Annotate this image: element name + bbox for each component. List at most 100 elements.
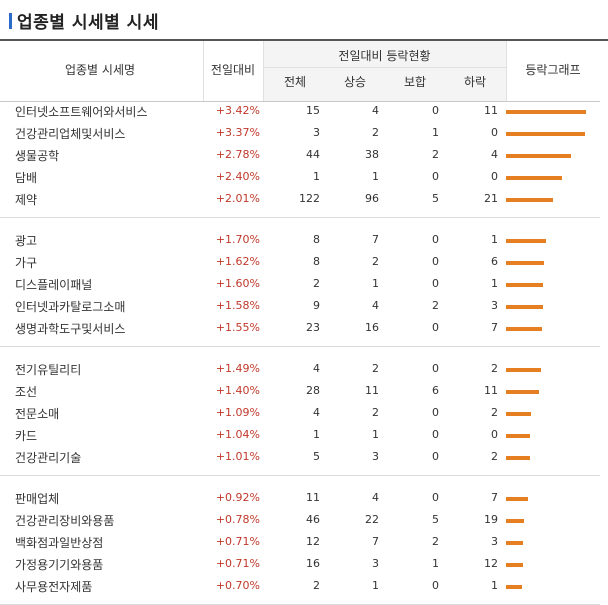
change-bar — [506, 585, 522, 589]
down-count: 4 — [491, 148, 498, 161]
up-count: 22 — [365, 513, 379, 526]
industry-name-link[interactable]: 광고 — [15, 234, 38, 248]
industry-name-link[interactable]: 디스플레이패널 — [15, 278, 93, 292]
change-bar — [506, 327, 542, 331]
header-status-group: 전일대비 등락현황 — [338, 49, 431, 63]
industry-name-link[interactable]: 생명과학도구및서비스 — [15, 322, 126, 336]
industry-name-link[interactable]: 생물공학 — [15, 149, 60, 163]
flat-count: 0 — [432, 104, 439, 117]
group-divider — [0, 475, 600, 476]
flat-count: 1 — [432, 126, 439, 139]
down-count: 2 — [491, 406, 498, 419]
flat-count: 0 — [432, 491, 439, 504]
industry-name-link[interactable]: 담배 — [15, 171, 38, 185]
up-count: 16 — [365, 321, 379, 334]
change-rate: +2.01% — [215, 192, 260, 205]
industry-name-link[interactable]: 가구 — [15, 256, 38, 270]
industry-name-link[interactable]: 사무용전자제품 — [15, 580, 93, 594]
change-bar — [506, 283, 543, 287]
flat-count: 2 — [432, 299, 439, 312]
total-count: 11 — [306, 491, 320, 504]
flat-count: 0 — [432, 428, 439, 441]
change-bar — [506, 176, 562, 180]
header-up: 상승 — [343, 75, 367, 89]
header-sub-bg — [263, 41, 506, 101]
header-total: 전체 — [283, 75, 307, 89]
total-count: 9 — [313, 299, 320, 312]
industry-name-link[interactable]: 판매업체 — [15, 492, 60, 506]
up-count: 1 — [372, 579, 379, 592]
header-subdivider — [263, 67, 506, 68]
flat-count: 0 — [432, 579, 439, 592]
industry-name-link[interactable]: 건강관리업체및서비스 — [15, 127, 126, 141]
up-count: 1 — [372, 428, 379, 441]
down-count: 2 — [491, 362, 498, 375]
total-count: 8 — [313, 233, 320, 246]
up-count: 4 — [372, 104, 379, 117]
down-count: 6 — [491, 255, 498, 268]
up-count: 96 — [365, 192, 379, 205]
header-down: 하락 — [463, 75, 487, 89]
change-bar — [506, 519, 524, 523]
change-rate: +1.55% — [215, 321, 260, 334]
total-count: 1 — [313, 170, 320, 183]
industry-name-link[interactable]: 가정용기기와용품 — [15, 558, 104, 572]
up-count: 7 — [372, 535, 379, 548]
change-bar — [506, 110, 586, 114]
change-rate: +3.42% — [215, 104, 260, 117]
up-count: 38 — [365, 148, 379, 161]
total-count: 1 — [313, 428, 320, 441]
industry-name-link[interactable]: 건강관리기술 — [15, 451, 82, 465]
flat-count: 0 — [432, 362, 439, 375]
industry-name-link[interactable]: 조선 — [15, 385, 38, 399]
industry-name-link[interactable]: 인터넷과카탈로그소매 — [15, 300, 126, 314]
header-change: 전일대비 — [210, 63, 256, 77]
change-bar — [506, 132, 585, 136]
industry-name-link[interactable]: 전기유틸리티 — [15, 363, 82, 377]
up-count: 4 — [372, 491, 379, 504]
industry-name-link[interactable]: 백화점과일반상점 — [15, 536, 104, 550]
down-count: 0 — [491, 126, 498, 139]
industry-name-link[interactable]: 전문소매 — [15, 407, 60, 421]
total-count: 2 — [313, 579, 320, 592]
change-bar — [506, 434, 530, 438]
total-count: 122 — [299, 192, 320, 205]
total-count: 46 — [306, 513, 320, 526]
change-rate: +0.70% — [215, 579, 260, 592]
group-divider — [0, 217, 600, 218]
industry-name-link[interactable]: 인터넷소프트웨어와서비스 — [15, 105, 148, 119]
change-bar — [506, 541, 523, 545]
down-count: 0 — [491, 428, 498, 441]
change-bar — [506, 305, 543, 309]
down-count: 19 — [484, 513, 498, 526]
down-count: 0 — [491, 170, 498, 183]
up-count: 1 — [372, 170, 379, 183]
up-count: 2 — [372, 362, 379, 375]
group-divider — [0, 346, 600, 347]
change-rate: +1.60% — [215, 277, 260, 290]
down-count: 21 — [484, 192, 498, 205]
page-title: 업종별 시세별 시세 — [17, 13, 159, 33]
up-count: 2 — [372, 255, 379, 268]
industry-name-link[interactable]: 제약 — [15, 193, 38, 207]
up-count: 2 — [372, 406, 379, 419]
change-rate: +2.40% — [215, 170, 260, 183]
header-flat: 보합 — [403, 75, 427, 89]
down-count: 1 — [491, 233, 498, 246]
flat-count: 5 — [432, 192, 439, 205]
change-bar — [506, 261, 544, 265]
industry-name-link[interactable]: 카드 — [15, 429, 38, 443]
total-count: 2 — [313, 277, 320, 290]
change-rate: +1.58% — [215, 299, 260, 312]
down-count: 2 — [491, 450, 498, 463]
industry-name-link[interactable]: 건강관리장비와용품 — [15, 514, 115, 528]
header-divider — [203, 41, 204, 101]
up-count: 3 — [372, 557, 379, 570]
title-accent-bar — [9, 13, 12, 29]
flat-count: 1 — [432, 557, 439, 570]
header-graph: 등락그래프 — [525, 63, 581, 77]
total-count: 16 — [306, 557, 320, 570]
down-count: 3 — [491, 299, 498, 312]
total-count: 15 — [306, 104, 320, 117]
total-count: 23 — [306, 321, 320, 334]
